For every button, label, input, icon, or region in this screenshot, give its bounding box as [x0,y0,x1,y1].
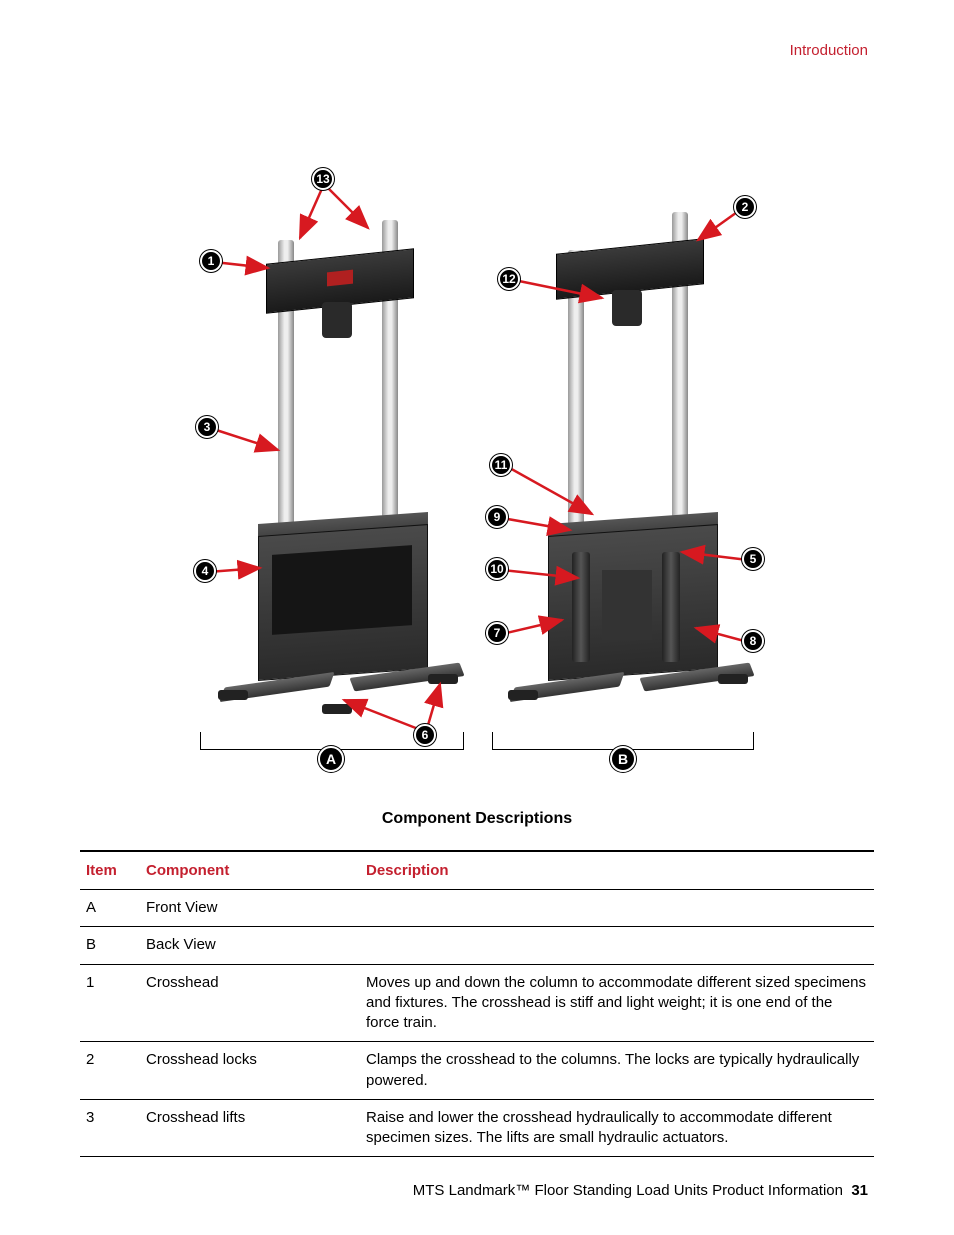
cell-item: 3 [80,1099,140,1157]
cell-component: Crosshead lifts [140,1099,360,1157]
page-footer: MTS Landmark™ Floor Standing Load Units … [413,1182,868,1199]
callout-6: 6 [414,724,436,746]
cell-item: 1 [80,964,140,1042]
table-row: AFront View [80,890,874,927]
table-row: BBack View [80,927,874,964]
th-component: Component [140,851,360,890]
th-item: Item [80,851,140,890]
callout-8: 8 [742,630,764,652]
table-row: 3Crosshead liftsRaise and lower the cros… [80,1099,874,1157]
cell-description: Moves up and down the column to accommod… [360,964,874,1042]
machine-front-view [222,180,452,700]
component-diagram: 1 13 3 4 6 2 12 11 9 10 7 5 8 A B [182,150,772,780]
table-title: Component Descriptions [80,810,874,828]
section-header: Introduction [790,42,868,59]
cell-description: Clamps the crosshead to the columns. The… [360,1042,874,1100]
cell-description [360,927,874,964]
cell-item: A [80,890,140,927]
table-row: 1CrossheadMoves up and down the column t… [80,964,874,1042]
cell-description [360,890,874,927]
callout-2: 2 [734,196,756,218]
cell-component: Crosshead [140,964,360,1042]
cell-component: Front View [140,890,360,927]
cell-description: Raise and lower the crosshead hydraulica… [360,1099,874,1157]
cell-component: Back View [140,927,360,964]
callout-11: 11 [490,454,512,476]
cell-item: B [80,927,140,964]
th-description: Description [360,851,874,890]
machine-back-view [512,180,742,700]
callout-10: 10 [486,558,508,580]
cell-component: Crosshead locks [140,1042,360,1100]
view-label-a: A [318,746,344,772]
callout-12: 12 [498,268,520,290]
callout-4: 4 [194,560,216,582]
callout-13: 13 [312,168,334,190]
footer-text: MTS Landmark™ Floor Standing Load Units … [413,1182,843,1199]
cell-item: 2 [80,1042,140,1100]
callout-9: 9 [486,506,508,528]
callout-1: 1 [200,250,222,272]
view-label-b: B [610,746,636,772]
callout-5: 5 [742,548,764,570]
callout-3: 3 [196,416,218,438]
table-row: 2Crosshead locksClamps the crosshead to … [80,1042,874,1100]
component-table: Item Component Description AFront ViewBB… [80,850,874,1157]
callout-7: 7 [486,622,508,644]
page-number: 31 [851,1182,868,1199]
